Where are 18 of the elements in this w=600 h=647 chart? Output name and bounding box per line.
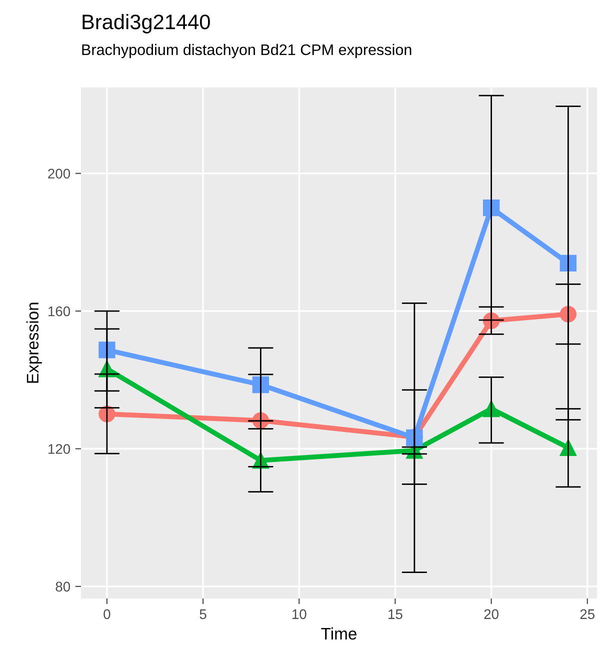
y-tick-label: 120 [48, 444, 70, 454]
x-tick-label: 20 [484, 609, 498, 620]
y-axis-title: Expression [26, 302, 42, 383]
x-tick-label: 5 [200, 609, 206, 620]
x-tick-label: 15 [388, 609, 402, 620]
y-tick-label: 80 [56, 582, 70, 592]
x-axis-title: Time [321, 627, 356, 640]
chart-subtitle: Brachypodium distachyon Bd21 CPM expression [82, 44, 412, 58]
x-tick-label: 10 [292, 609, 306, 620]
x-tick-label: 25 [580, 609, 595, 620]
point [98, 342, 116, 358]
x-tick-label: 0 [104, 609, 110, 620]
chart-title: Bradi3g21440 [82, 14, 210, 34]
y-tick-label: 160 [48, 306, 70, 316]
point [560, 254, 577, 272]
point [482, 199, 500, 216]
point [252, 376, 270, 394]
y-tick-label: 200 [48, 168, 70, 179]
